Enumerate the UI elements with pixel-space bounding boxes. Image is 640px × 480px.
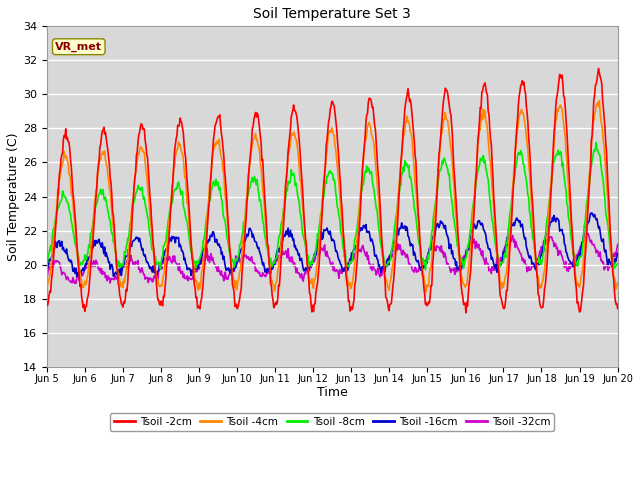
Y-axis label: Soil Temperature (C): Soil Temperature (C)	[7, 132, 20, 261]
Legend: Tsoil -2cm, Tsoil -4cm, Tsoil -8cm, Tsoil -16cm, Tsoil -32cm: Tsoil -2cm, Tsoil -4cm, Tsoil -8cm, Tsoi…	[110, 413, 554, 431]
Text: VR_met: VR_met	[55, 42, 102, 52]
Title: Soil Temperature Set 3: Soil Temperature Set 3	[253, 7, 411, 21]
X-axis label: Time: Time	[317, 386, 348, 399]
